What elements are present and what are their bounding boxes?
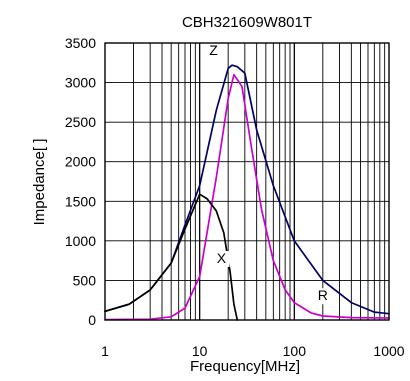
x-tick-label: 10 xyxy=(192,343,208,359)
plot-frame xyxy=(104,42,390,321)
y-tick-label: 3000 xyxy=(65,75,96,91)
y-tick-label: 1500 xyxy=(65,193,96,209)
series-labels: Z R X xyxy=(205,42,331,305)
series-z-label: Z xyxy=(209,42,218,58)
y-tick-label: 500 xyxy=(73,272,97,288)
y-tick-label: 1000 xyxy=(65,233,96,249)
series-x-label-bg xyxy=(213,251,230,268)
series-z-label-bg xyxy=(205,42,222,59)
y-tick-label: 2000 xyxy=(65,154,96,170)
series-layer xyxy=(104,64,390,321)
series-r-label-bg xyxy=(314,288,331,305)
x-axis-label: Frequency[MHz] xyxy=(190,358,300,375)
series-r-label: R xyxy=(318,287,328,303)
series-r-line xyxy=(104,73,390,321)
series-x-line xyxy=(104,193,239,321)
tick-labels: 0 500 1000 1500 2000 2500 3000 3500 1 10 100 1000 xyxy=(65,35,405,359)
x-tick-label: 1 xyxy=(101,343,109,359)
y-axis-label: Impedance[ ] xyxy=(31,139,48,226)
series-x-label: X xyxy=(217,250,227,266)
chart-title: CBH321609W801T xyxy=(182,14,312,31)
x-tick-label: 1000 xyxy=(373,343,404,359)
y-tick-label: 2500 xyxy=(65,114,96,130)
y-tick-label: 0 xyxy=(88,312,96,328)
plot-background xyxy=(105,43,389,320)
grid-layer xyxy=(105,43,389,320)
y-tick-label: 3500 xyxy=(65,35,96,51)
x-tick-label: 100 xyxy=(283,343,307,359)
